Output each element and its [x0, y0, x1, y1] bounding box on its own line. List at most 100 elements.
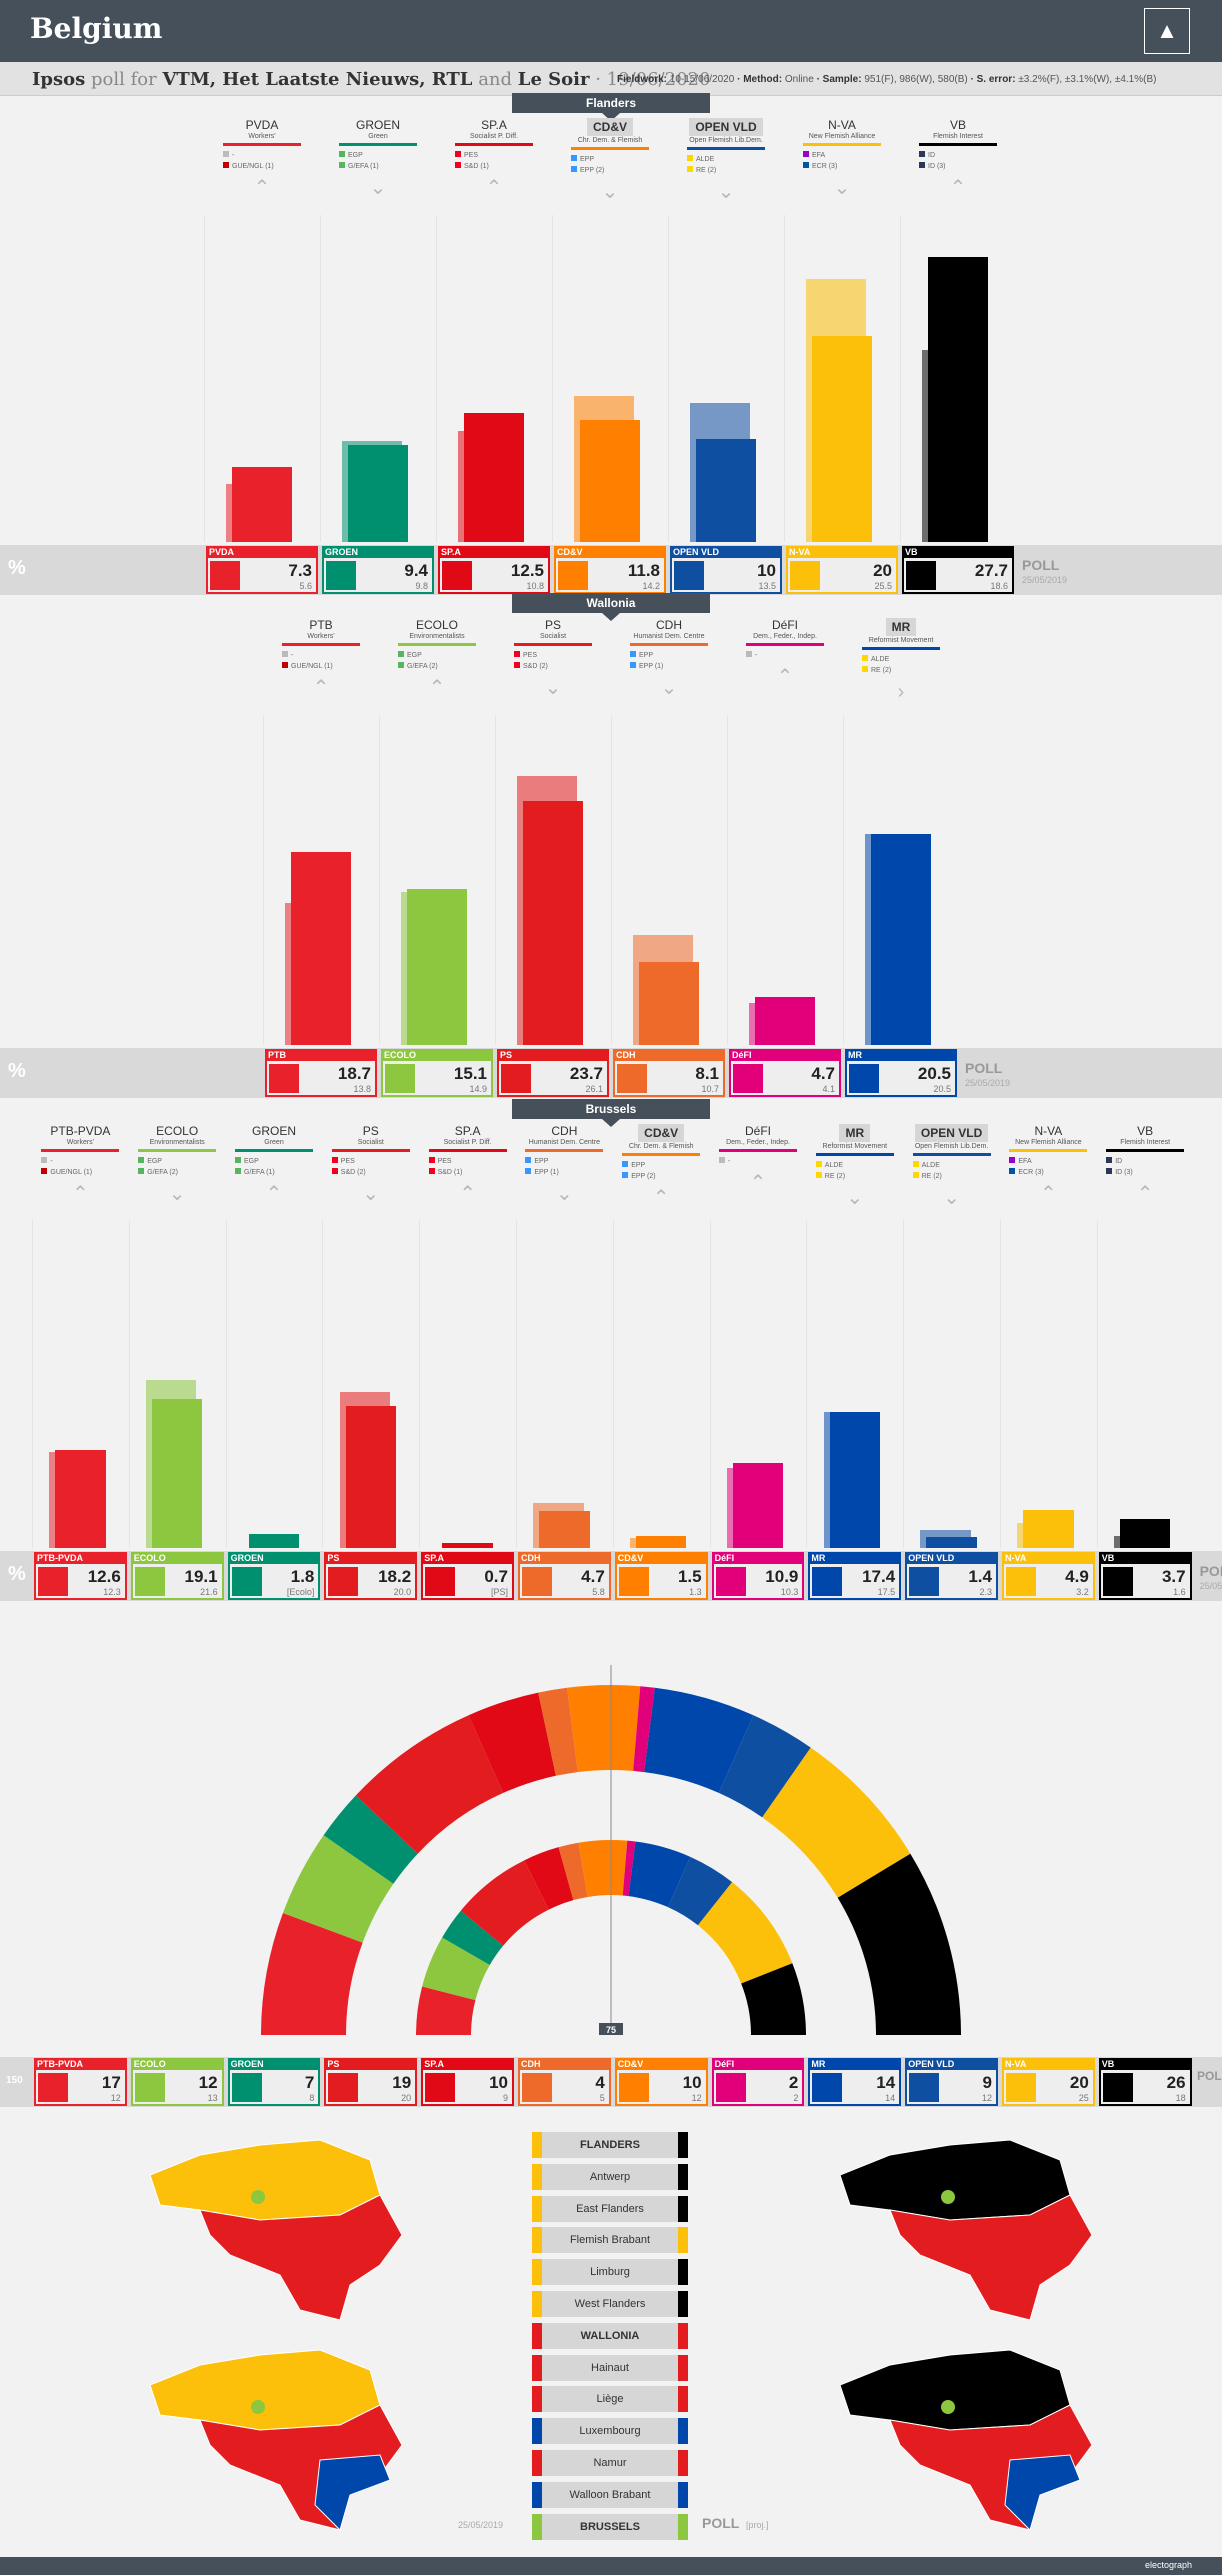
- legend-left-swatch: [532, 2132, 542, 2158]
- eu-group: G/EFA (1): [219, 1167, 329, 1178]
- poll-slice-3: [355, 1715, 504, 1854]
- previous-value: 13.8: [353, 1084, 371, 1094]
- seat-previous-value: 14: [885, 2093, 896, 2103]
- previous-slice-9: [667, 1856, 733, 1926]
- party-name: GROEN: [251, 1124, 296, 1138]
- party-logo-icon: [522, 1567, 552, 1596]
- group-swatch: [815, 1172, 822, 1178]
- group-swatch: [455, 162, 461, 168]
- group-text: EPP: [639, 652, 654, 659]
- seat-poll-value: 9: [982, 2073, 992, 2092]
- group-swatch: [1009, 1168, 1016, 1174]
- seat-previous-value: 18: [1175, 2093, 1186, 2103]
- party-name: N-VA: [828, 118, 856, 132]
- party-color-line: [331, 1149, 410, 1152]
- value-box: DéFI 10.9 10.3: [711, 1552, 805, 1600]
- party-name: CDH: [551, 1124, 578, 1138]
- party-logo-icon: [812, 2073, 843, 2102]
- party-name: PS: [544, 618, 561, 632]
- group-swatch: [746, 651, 752, 657]
- legend-item-1: Antwerp: [532, 2163, 688, 2190]
- bar-poll: [523, 800, 583, 1045]
- seat-previous-value: 12: [110, 2093, 121, 2103]
- party-label-4: DéFI Dem., Feder., Indep. - ⌃: [730, 618, 840, 687]
- legend-left-swatch: [532, 2322, 542, 2349]
- value-box-inner: 27.7 18.6: [904, 558, 1012, 592]
- legend-item-6: WALLONIA: [532, 2322, 688, 2349]
- trend-up-icon: ⌃: [312, 677, 330, 699]
- party-color-line: [223, 143, 301, 146]
- region-tab-wallonia: Wallonia: [512, 593, 710, 621]
- party-color-line: [719, 1149, 797, 1152]
- map-proj-label: [proj.]: [746, 2520, 769, 2530]
- party-name: OPEN VLD: [689, 118, 763, 136]
- bar-poll: [232, 466, 292, 542]
- group-swatch: [455, 151, 461, 157]
- seat-poll-value: 19: [392, 2073, 412, 2092]
- seat-poll-value: 10: [489, 2073, 508, 2092]
- column-bg: [843, 715, 959, 1045]
- eu-group: -: [207, 150, 317, 161]
- bar-poll: [407, 889, 467, 1045]
- party-logo-icon: [558, 561, 588, 590]
- column-bg: [611, 715, 727, 1045]
- seat-previous-value: 9: [502, 2093, 508, 2103]
- party-label-4: OPEN VLD Open Flemish Lib.Dem. ALDE RE (2) ⌄: [671, 118, 781, 202]
- legend-left-swatch: [532, 2450, 542, 2476]
- previous-value: 3.2: [1076, 1587, 1089, 1597]
- party-label-4: SP.A Socialist P. Diff. PES S&D (1) ⌃: [413, 1124, 523, 1204]
- value-box-party: PVDA: [209, 547, 235, 557]
- party-color-line: [428, 1149, 507, 1152]
- trend-down-icon: ⌄: [544, 677, 562, 699]
- seat-box: ECOLO 12 13: [130, 2058, 224, 2106]
- previous-slice-3: [460, 1860, 549, 1946]
- legend-right-swatch: [678, 2259, 688, 2286]
- previous-value: 17.5: [877, 1587, 896, 1597]
- party-full-name: Socialist: [357, 1139, 384, 1146]
- poll-value: 11.8: [627, 561, 660, 580]
- legend-left-swatch: [532, 2386, 542, 2413]
- previous-slice-0: [416, 1986, 476, 2035]
- value-box: PS 18.2 20.0: [324, 1552, 418, 1600]
- previous-value: 5.6: [299, 581, 312, 591]
- legend-item-11: Walloon Brabant: [532, 2481, 688, 2508]
- eu-group: S&D (2): [316, 1167, 426, 1178]
- trend-down-icon: ⌄: [601, 181, 619, 203]
- legend-label: Walloon Brabant: [569, 2488, 651, 2501]
- party-logo-icon: [1006, 1567, 1036, 1596]
- seat-box-inner: 12 13: [132, 2070, 222, 2104]
- party-name: ECOLO: [156, 1124, 199, 1138]
- previous-value: 21.6: [200, 1587, 218, 1597]
- map-2019-regions-flanders: [149, 2139, 381, 2221]
- previous-value: 10.8: [526, 581, 544, 591]
- eu-group: ALDE: [800, 1160, 910, 1171]
- party-full-name: Dem., Feder., Indep.: [753, 633, 817, 640]
- eu-group: S&D (1): [413, 1167, 523, 1178]
- legend-label: Namur: [593, 2457, 627, 2469]
- legend-item-12: BRUSSELS: [532, 2513, 688, 2540]
- bar-poll: [152, 1399, 203, 1548]
- party-full-name: Socialist P. Diff.: [443, 1139, 492, 1146]
- value-box: OPEN VLD 1.4 2.3: [905, 1552, 998, 1600]
- party-full-name: Workers': [307, 633, 335, 640]
- legend-label: West Flanders: [574, 2298, 646, 2310]
- party-full-name: Chr. Dem. & Flemish: [577, 137, 643, 144]
- group-swatch: [719, 1157, 725, 1163]
- percent-label: %: [8, 1563, 26, 1585]
- seat-box-party: ECOLO: [133, 2059, 166, 2069]
- party-label-2: GROEN Green EGP G/EFA (1) ⌃: [219, 1124, 329, 1204]
- party-color-line: [746, 643, 824, 646]
- legend-label: Hainaut: [591, 2361, 629, 2374]
- previous-slice-7: [622, 1840, 636, 1897]
- value-box-inner: 12.6 12.3: [36, 1564, 125, 1598]
- poll-value: 12.6: [87, 1567, 121, 1586]
- eu-group: EPP (2): [606, 1171, 716, 1182]
- majority-badge: [599, 2023, 623, 2035]
- party-logo-icon: [385, 1064, 415, 1093]
- poll-label: POLL: [965, 1060, 1003, 1076]
- seat-box-party: VB: [1101, 2059, 1115, 2069]
- value-box: N-VA 20 25.5: [786, 546, 898, 594]
- legend-label: Luxembourg: [579, 2425, 641, 2438]
- eu-group: RE (2): [897, 1171, 1007, 1182]
- party-full-name: Chr. Dem. & Flemish: [628, 1143, 694, 1150]
